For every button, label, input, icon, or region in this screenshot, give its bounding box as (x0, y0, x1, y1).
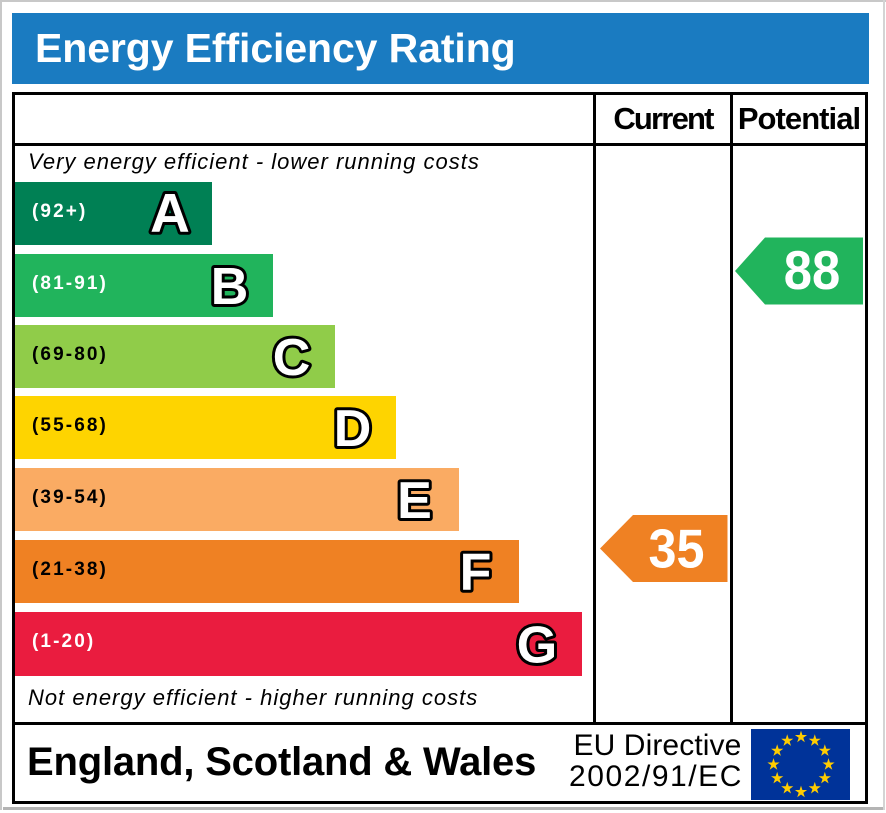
svg-text:C: C (273, 329, 311, 387)
svg-text:A: A (150, 182, 190, 244)
svg-text:E: E (397, 472, 432, 530)
svg-text:G: G (517, 617, 557, 675)
svg-text:D: D (334, 400, 372, 458)
svg-text:35: 35 (649, 517, 705, 579)
svg-text:88: 88 (784, 239, 841, 301)
svg-text:F: F (460, 544, 492, 602)
svg-text:B: B (211, 258, 249, 316)
